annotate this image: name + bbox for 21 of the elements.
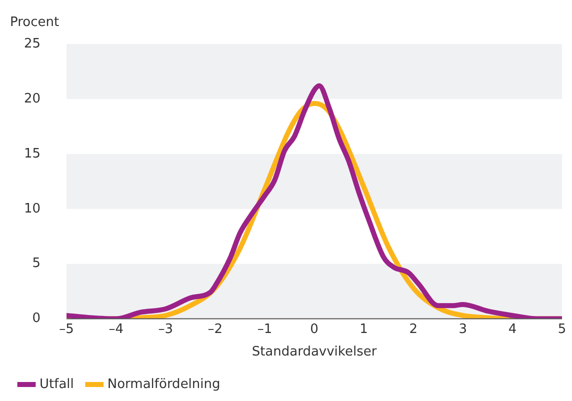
x-tick-label: 2 bbox=[409, 322, 418, 337]
x-tick-label: 1 bbox=[360, 322, 368, 337]
y-tick-label: 0 bbox=[32, 311, 41, 326]
x-tick-label: –2 bbox=[208, 322, 223, 337]
y-tick-label: 25 bbox=[24, 36, 41, 52]
x-tick-label: –4 bbox=[108, 322, 124, 337]
x-tick-label: –5 bbox=[59, 322, 74, 337]
x-tick-label: –3 bbox=[158, 322, 174, 337]
x-tick-label: –1 bbox=[257, 322, 272, 337]
y-tick-label: 10 bbox=[24, 201, 41, 216]
y-tick-label: 20 bbox=[24, 91, 41, 106]
legend-label: Normalfördelning bbox=[107, 376, 220, 392]
y-tick-label: 5 bbox=[32, 256, 41, 272]
legend-label: Utfall bbox=[40, 376, 74, 392]
x-tick-label: 0 bbox=[310, 322, 318, 337]
x-tick-label: 3 bbox=[458, 322, 468, 337]
y-axis-title: Procent bbox=[10, 15, 60, 30]
y-tick-label: 15 bbox=[24, 146, 41, 162]
x-axis-title: Standardavvikelser bbox=[252, 344, 378, 360]
x-tick-label: 4 bbox=[508, 322, 517, 337]
x-tick-label: 5 bbox=[558, 322, 566, 337]
